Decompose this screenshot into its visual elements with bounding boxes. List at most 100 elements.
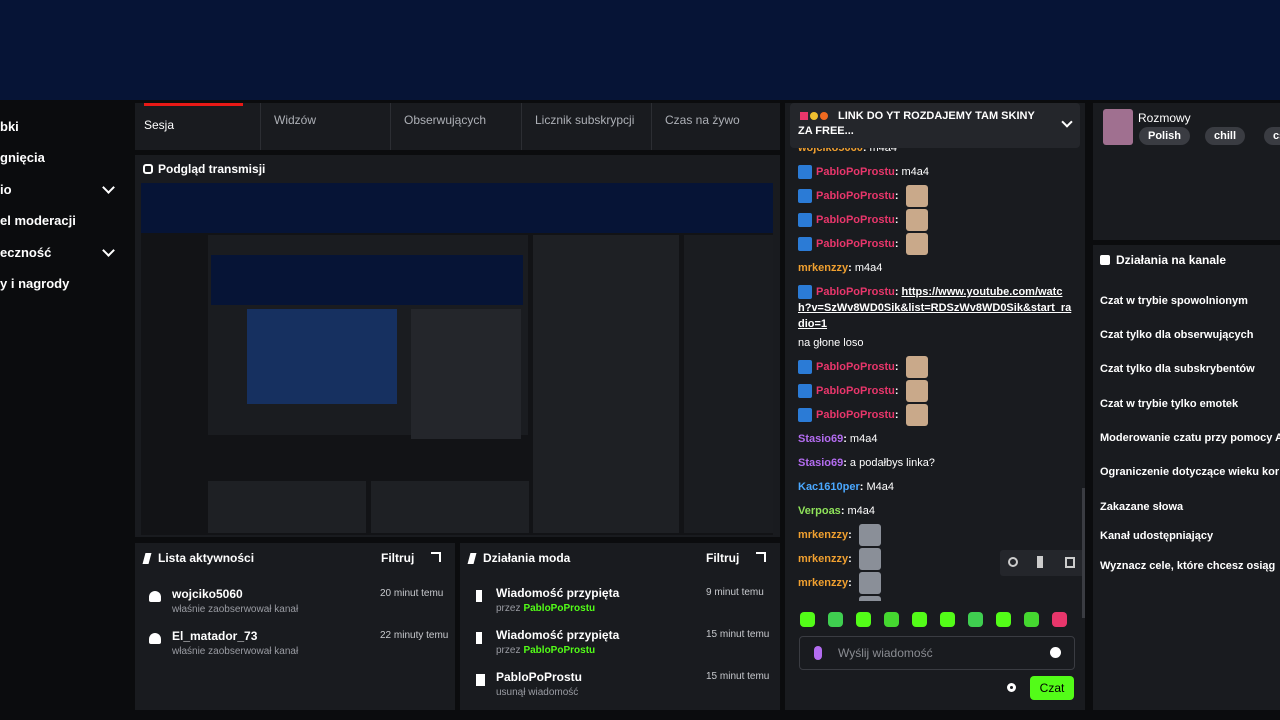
channel-action[interactable]: Moderowanie czatu przy pomocy A xyxy=(1100,432,1280,444)
chat-username[interactable]: mrkenzzy xyxy=(798,599,848,601)
chat-username[interactable]: Verpoas xyxy=(798,505,841,517)
chat-username[interactable]: PabloPoProstu xyxy=(816,238,895,250)
chat-username[interactable]: PabloPoProstu xyxy=(816,385,895,397)
tag[interactable]: chill xyxy=(1205,127,1246,145)
channel-action[interactable]: Ograniczenie dotyczące wieku kor xyxy=(1100,466,1280,478)
emote-picker-item[interactable] xyxy=(884,612,899,627)
nested-menu xyxy=(684,235,773,533)
sidebar-item[interactable]: io xyxy=(0,181,12,197)
stats-tab[interactable]: Licznik subskrypcji xyxy=(535,113,635,127)
mod-action: Wiadomość przypięta xyxy=(496,586,620,600)
emote-picker-item[interactable] xyxy=(968,612,983,627)
active-tab-indicator xyxy=(144,103,243,106)
preview-panel: Podgląd transmisji xyxy=(135,155,780,537)
emote-picker-item[interactable] xyxy=(1052,612,1067,627)
emote-picker-item[interactable] xyxy=(856,612,871,627)
sidebar-item[interactable]: el moderacji xyxy=(0,213,76,229)
emote-picker-item[interactable] xyxy=(828,612,843,627)
tag[interactable]: cs2 xyxy=(1264,127,1280,145)
chat-link[interactable]: https://www.youtube.com/watch?v=SzWv8WD0… xyxy=(798,286,1072,330)
emoji-button[interactable] xyxy=(1050,647,1061,658)
pin-icon xyxy=(476,632,482,644)
actions-icon xyxy=(1100,255,1110,265)
chat-username[interactable]: PabloPoProstu xyxy=(816,166,895,178)
stats-tab[interactable]: Czas na żywo xyxy=(665,113,740,127)
channel-actions-panel: Działania na kanale Czat w trybie spowol… xyxy=(1093,245,1280,710)
chat-input[interactable]: Wyślij wiadomość xyxy=(799,636,1075,670)
expand-button[interactable] xyxy=(756,552,766,562)
channel-action[interactable]: Czat w trybie tylko emotek xyxy=(1100,398,1239,410)
user-badge xyxy=(798,189,812,203)
stats-tab[interactable]: Sesja xyxy=(144,118,175,132)
expand-chevron[interactable] xyxy=(102,180,115,194)
pinned-message[interactable]: LINK DO YT ROZDAJEMY TAM SKINY ZA FREE..… xyxy=(790,103,1080,148)
separator: : xyxy=(848,577,852,589)
channel-action[interactable]: Czat tylko dla subskrybentów xyxy=(1100,363,1255,375)
pin-button[interactable] xyxy=(1037,556,1043,568)
stream-thumbnail xyxy=(1103,109,1133,145)
nested-chat xyxy=(411,309,521,439)
sidebar-item[interactable]: y i nagrody xyxy=(0,276,70,291)
pinned-emoji xyxy=(800,112,808,120)
send-button[interactable]: Czat xyxy=(1030,676,1074,700)
expand-button[interactable] xyxy=(431,552,441,562)
channel-action[interactable]: Czat w trybie spowolnionym xyxy=(1100,295,1248,307)
chat-username[interactable]: PabloPoProstu xyxy=(816,409,895,421)
reply-button[interactable] xyxy=(1008,557,1018,567)
chat-username[interactable]: mrkenzzy xyxy=(798,577,849,589)
mic-icon[interactable] xyxy=(814,646,822,660)
delete-button[interactable] xyxy=(1065,557,1075,568)
preview-video xyxy=(141,183,773,535)
pinned-expand[interactable] xyxy=(1061,116,1073,128)
separator: : xyxy=(843,457,847,469)
pinned-emoji xyxy=(810,112,818,120)
channel-action[interactable]: Wyznacz cele, które chcesz osiąg xyxy=(1100,560,1276,572)
emote-picker-item[interactable] xyxy=(940,612,955,627)
chat-message: PabloPoProstu: xyxy=(798,184,1073,208)
chat-username[interactable]: Stasio69 xyxy=(798,457,844,469)
stats-tab[interactable]: Obserwujących xyxy=(404,113,487,127)
mod-time: 15 minut temu xyxy=(706,671,770,682)
filter-button[interactable]: Filtruj xyxy=(706,551,740,565)
separator: : xyxy=(862,142,867,154)
chat-username[interactable]: mrkenzzy xyxy=(798,529,849,541)
chat-message: PabloPoProstu: xyxy=(798,403,1073,427)
separator: : xyxy=(894,385,899,397)
channel-action[interactable]: Zakazane słowa xyxy=(1100,501,1184,513)
filter-button[interactable]: Filtruj xyxy=(381,551,415,565)
emote-picker-item[interactable] xyxy=(912,612,927,627)
chat-username[interactable]: PabloPoProstu xyxy=(816,361,895,373)
mod-action: Wiadomość przypięta xyxy=(496,628,620,642)
chat-username[interactable]: Stasio69 xyxy=(798,433,844,445)
chat-username[interactable]: mrkenzzy xyxy=(798,262,849,274)
channel-action[interactable]: Czat tylko dla obserwujących xyxy=(1100,329,1254,341)
expand-chevron[interactable] xyxy=(102,243,115,257)
sidebar-item[interactable]: bki xyxy=(0,119,19,134)
sidebar-item[interactable]: eczność xyxy=(0,244,52,260)
separator: : xyxy=(848,529,852,541)
mod-time: 9 minut temu xyxy=(706,587,764,598)
chat-settings[interactable] xyxy=(1007,683,1016,692)
chat-username[interactable]: PabloPoProstu xyxy=(816,214,895,226)
channel-action[interactable]: Kanał udostępniający xyxy=(1100,530,1214,542)
tag[interactable]: Polish xyxy=(1139,127,1191,145)
emote xyxy=(858,548,881,570)
activity-time: 20 minut temu xyxy=(380,588,444,599)
separator: : xyxy=(894,238,899,250)
mod-action: PabloPoProstu xyxy=(496,670,583,684)
chat-username[interactable]: Kac1610per xyxy=(798,481,860,493)
emote-picker-item[interactable] xyxy=(1024,612,1039,627)
conversations-panel: RozmowyPolishchillcs2cs xyxy=(1093,103,1280,240)
emote-picker-item[interactable] xyxy=(800,612,815,627)
chat-username[interactable]: PabloPoProstu xyxy=(816,286,895,298)
message-toolbar xyxy=(1000,550,1085,576)
chat-username[interactable]: mrkenzzy xyxy=(798,553,849,565)
stats-tab[interactable]: Widzów xyxy=(274,113,317,127)
sidebar-item[interactable]: gnięcia xyxy=(0,150,45,166)
emote-picker-item[interactable] xyxy=(996,612,1011,627)
preview-icon xyxy=(143,164,153,174)
chat-username[interactable]: PabloPoProstu xyxy=(816,190,895,202)
activity-panel: Lista aktywności Filtruj wojciko5060 właśni… xyxy=(135,543,455,710)
chat-message: mrkenzzy: xyxy=(798,595,1073,601)
